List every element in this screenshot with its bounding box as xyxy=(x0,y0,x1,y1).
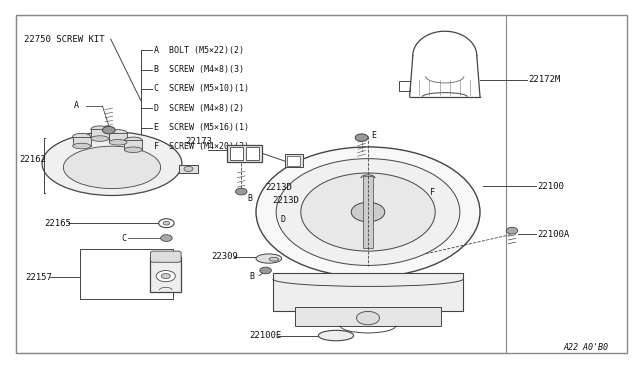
Circle shape xyxy=(506,227,518,234)
Text: C: C xyxy=(122,234,127,243)
Ellipse shape xyxy=(109,129,127,137)
FancyBboxPatch shape xyxy=(150,251,181,262)
Bar xyxy=(246,147,259,160)
Text: 22100E: 22100E xyxy=(250,331,282,340)
Bar xyxy=(287,156,300,166)
Bar xyxy=(230,147,243,160)
Circle shape xyxy=(301,173,435,251)
Bar xyxy=(91,129,109,139)
Circle shape xyxy=(184,166,193,171)
Bar xyxy=(80,249,173,299)
Ellipse shape xyxy=(72,133,91,140)
Text: 22165: 22165 xyxy=(45,219,72,228)
Bar xyxy=(273,273,463,311)
Bar xyxy=(399,81,410,91)
Bar xyxy=(73,137,91,146)
Circle shape xyxy=(355,134,368,141)
Circle shape xyxy=(351,202,385,222)
Text: E: E xyxy=(371,131,376,140)
Ellipse shape xyxy=(63,146,161,189)
Ellipse shape xyxy=(319,330,354,341)
Text: D  SCREW (M4×8)(2): D SCREW (M4×8)(2) xyxy=(154,104,244,113)
Bar xyxy=(16,15,506,353)
Ellipse shape xyxy=(124,137,142,144)
Text: 22309: 22309 xyxy=(211,252,238,261)
Circle shape xyxy=(236,188,247,195)
Text: 22100: 22100 xyxy=(538,182,564,190)
Bar xyxy=(227,145,262,162)
Circle shape xyxy=(161,235,172,241)
Text: D: D xyxy=(280,215,285,224)
Circle shape xyxy=(161,273,170,279)
Circle shape xyxy=(260,267,271,274)
Text: 22157: 22157 xyxy=(26,273,52,282)
Text: 22162: 22162 xyxy=(19,155,46,164)
Ellipse shape xyxy=(269,257,279,261)
Text: 2213D: 2213D xyxy=(266,183,292,192)
Bar xyxy=(179,165,198,173)
Bar xyxy=(285,154,303,167)
Text: 22100A: 22100A xyxy=(538,230,570,239)
Circle shape xyxy=(159,219,174,228)
Circle shape xyxy=(276,158,460,266)
Text: A  BOLT (M5×22)(2): A BOLT (M5×22)(2) xyxy=(154,46,244,55)
Bar xyxy=(109,133,127,142)
Text: 2213D: 2213D xyxy=(272,196,299,205)
Circle shape xyxy=(356,311,380,325)
Bar xyxy=(150,257,181,292)
Ellipse shape xyxy=(91,126,109,133)
Bar xyxy=(363,176,373,248)
Ellipse shape xyxy=(124,147,142,153)
Circle shape xyxy=(102,126,115,134)
Text: F: F xyxy=(429,189,435,198)
Text: A22 A0'B0: A22 A0'B0 xyxy=(563,343,608,352)
Circle shape xyxy=(256,147,480,277)
Text: 22173: 22173 xyxy=(186,137,212,146)
Text: C  SCREW (M5×10)(1): C SCREW (M5×10)(1) xyxy=(154,84,249,93)
Text: E  SCREW (M5×16)(1): E SCREW (M5×16)(1) xyxy=(154,123,249,132)
Text: 22750 SCREW KIT: 22750 SCREW KIT xyxy=(24,35,105,44)
Ellipse shape xyxy=(72,143,91,149)
Circle shape xyxy=(163,221,170,225)
Text: B: B xyxy=(248,194,253,203)
Bar xyxy=(295,307,441,326)
Ellipse shape xyxy=(91,136,109,141)
Text: A: A xyxy=(74,102,79,110)
Ellipse shape xyxy=(109,140,127,145)
Ellipse shape xyxy=(256,254,282,263)
Text: 22172M: 22172M xyxy=(529,76,561,84)
Circle shape xyxy=(156,270,175,282)
Ellipse shape xyxy=(42,132,182,195)
Text: B  SCREW (M4×8)(3): B SCREW (M4×8)(3) xyxy=(154,65,244,74)
Bar xyxy=(124,140,142,150)
Text: B: B xyxy=(250,272,255,281)
Text: F  SCREW (M4×20)(3): F SCREW (M4×20)(3) xyxy=(154,142,249,151)
